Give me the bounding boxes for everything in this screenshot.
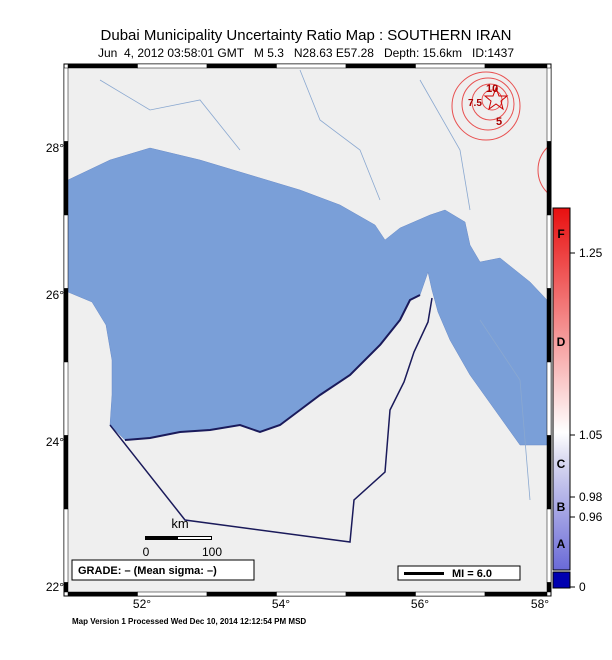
grade-letter: C [557, 457, 566, 471]
colorbar-label: 0.98 [579, 490, 603, 504]
scale-label: 100 [202, 545, 222, 559]
rivers [99, 69, 531, 501]
frame-segment [206, 63, 277, 69]
frame-segment [345, 63, 416, 69]
grade-letter: D [557, 335, 566, 349]
colorbar-label: 0.96 [579, 510, 603, 524]
frame-segment [67, 63, 138, 69]
frame-segment [63, 435, 69, 510]
lat-label: 22° [46, 580, 64, 594]
colorbar-label: 1.05 [579, 428, 603, 442]
grade-letter: A [557, 537, 566, 551]
coastline [124, 294, 421, 441]
scale-unit: km [171, 516, 188, 531]
frame-segment [546, 508, 552, 583]
colorbar-low [552, 571, 571, 589]
frame-segment [276, 591, 347, 597]
legend-line [404, 572, 444, 575]
frame-segment [345, 591, 416, 597]
lon-label: 54° [272, 597, 290, 611]
lon-label: 52° [133, 597, 151, 611]
frame-segment [546, 214, 552, 289]
frame-segment [63, 361, 69, 436]
lat-label: 26° [46, 288, 64, 302]
frame [63, 63, 552, 597]
grade-letter: F [557, 227, 564, 241]
colorbar-label: 1.25 [579, 246, 603, 260]
grade-box [71, 559, 255, 581]
contour-label: 10 [486, 83, 498, 95]
colorbar-label: 0 [579, 580, 586, 594]
frame-segment [63, 214, 69, 289]
frame-segment [546, 582, 552, 593]
subtitle: Jun 4, 2012 03:58:01 GMT M 5.3 N28.63 E5… [98, 46, 514, 60]
legend-label: MI = 6.0 [452, 568, 492, 580]
legend-box [397, 565, 521, 581]
frame-segment [137, 591, 208, 597]
frame-segment [63, 67, 69, 142]
lat-label: 28° [46, 141, 64, 155]
scale-bar: km 0 100 [143, 516, 223, 559]
frame-segment [546, 67, 552, 142]
footer: Map Version 1 Processed Wed Dec 10, 2014… [72, 617, 306, 626]
frame-segment [484, 63, 548, 69]
frame-segment [276, 63, 347, 69]
frame-segment [63, 582, 69, 593]
map-body: 10 7.5 5 [68, 68, 547, 592]
frame-segment [546, 288, 552, 363]
uae-border [109, 297, 433, 543]
contours [451, 71, 547, 193]
frame-segment [63, 288, 69, 363]
lon-label: 56° [411, 597, 429, 611]
epicenter [483, 86, 509, 111]
frame-segment [546, 361, 552, 436]
scale-label: 0 [143, 545, 150, 559]
frame-segment [63, 508, 69, 583]
contour-label: 7.5 [468, 98, 482, 109]
frame-segment [415, 591, 486, 597]
colorbar: F D C B A 1.25 1.05 0.98 0.96 0 [552, 207, 603, 594]
lat-label: 24° [46, 435, 64, 449]
frame-segment [137, 63, 208, 69]
frame-segment [67, 591, 138, 597]
contour-label: 5 [496, 116, 502, 128]
grade-text: GRADE: – (Mean sigma: –) [78, 565, 217, 577]
colorbar-ramp [552, 207, 571, 571]
grade-letter: B [557, 500, 566, 514]
frame-segment [63, 141, 69, 216]
frame-segment [206, 591, 277, 597]
frame-segment [415, 63, 486, 69]
frame-segment [546, 141, 552, 216]
scale-line [178, 537, 211, 539]
frame-segment [546, 435, 552, 510]
title: Dubai Municipality Uncertainty Ratio Map… [101, 27, 512, 44]
lon-label: 58° [531, 597, 549, 611]
frame-segment [484, 591, 548, 597]
